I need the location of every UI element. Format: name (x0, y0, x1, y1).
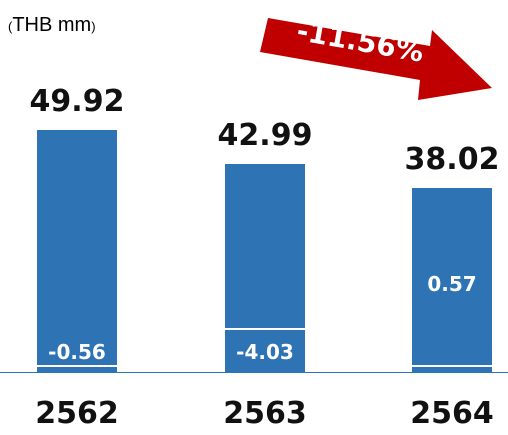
total-label-2562: 49.92 (29, 84, 125, 120)
unit-label: (THB mm) (8, 14, 96, 36)
segment-divider (37, 365, 117, 367)
inner-label-2564: 0.57 (427, 272, 477, 296)
bar-2562 (37, 130, 117, 373)
x-tick-label-2562: 2562 (35, 396, 119, 431)
segment-divider (225, 327, 305, 330)
bar-2564 (412, 188, 492, 373)
segment-divider (412, 364, 492, 367)
x-tick-label-2564: 2564 (410, 396, 494, 431)
total-label-2563: 42.99 (217, 118, 313, 154)
inner-label-2563: -4.03 (236, 340, 294, 364)
change-percent-label: -11.56% (294, 14, 427, 69)
inner-label-2562: -0.56 (48, 340, 106, 364)
x-tick-label-2563: 2563 (223, 396, 307, 431)
bar-2563 (225, 164, 305, 373)
total-label-2564: 38.02 (404, 142, 500, 178)
